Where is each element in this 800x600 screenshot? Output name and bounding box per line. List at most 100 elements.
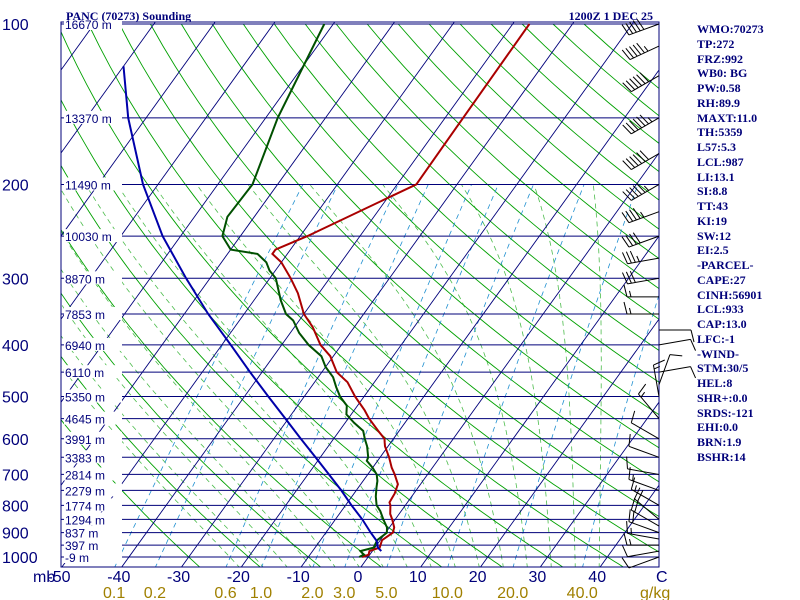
height-label-bg — [64, 110, 122, 124]
index-row: SRDS:-121 — [697, 405, 754, 420]
wind-barb — [658, 338, 697, 351]
mixing-ratio-line — [344, 184, 499, 567]
height-label-bg — [64, 365, 122, 379]
temperature-tick-label: 0 — [354, 569, 363, 586]
isotherm-line — [420, 235, 659, 567]
dry-adiabat-line — [61, 30, 564, 567]
isotherm-line — [61, 22, 216, 237]
dry-adiabat-line — [366, 23, 659, 290]
height-label: 11490 m — [65, 178, 111, 192]
height-label-bg — [64, 512, 122, 526]
wind-barb — [623, 284, 659, 298]
wind-barb — [658, 354, 683, 385]
wind-barb — [623, 533, 659, 546]
moist-adiabat-line — [382, 184, 528, 567]
wind-barb — [621, 42, 660, 61]
moist-adiabat-line — [461, 184, 552, 567]
height-label: 3991 m — [65, 433, 105, 447]
isotherm-line — [61, 22, 156, 154]
moist-adiabat-line — [61, 303, 288, 567]
chart-datetime: 1200Z 1 DEC 25 — [569, 9, 653, 23]
mixing-ratio-line — [386, 184, 534, 567]
isotherm-line — [479, 318, 659, 567]
index-row: WMO:70273 — [697, 22, 764, 36]
pressure-axis-unit: mb — [33, 569, 55, 586]
index-row: TT:43 — [697, 199, 729, 213]
height-label-bg — [64, 483, 122, 497]
height-label: 6110 m — [65, 366, 104, 380]
index-row: LCL:987 — [697, 154, 744, 169]
indices-panel: WMO:70273 TP:272 FRZ:992 WB0: BG PW:0.58 RH:8… — [697, 22, 800, 465]
wind-barb — [622, 150, 660, 170]
wind-barbs — [621, 18, 697, 569]
dry-adiabat-line — [273, 23, 659, 383]
wind-barb — [658, 366, 697, 379]
height-label: -9 m — [65, 551, 89, 565]
index-row: TP:272 — [697, 36, 735, 51]
wind-barb — [622, 183, 660, 201]
dry-adiabat-line — [304, 23, 659, 351]
height-label-bg — [64, 538, 122, 552]
mixing-ratio-line — [261, 184, 429, 567]
index-row: WB0: BG — [697, 66, 748, 81]
pressure-tick-label: 700 — [2, 467, 29, 484]
height-label-bg — [64, 229, 122, 243]
pressure-tick-label: 200 — [2, 177, 29, 194]
isotherm-line — [180, 22, 575, 567]
wind-barb — [628, 433, 660, 458]
index-row: SW:12 — [697, 228, 732, 243]
mixing-ratio-tick-label: 0.2 — [144, 585, 166, 600]
height-label: 8870 m — [65, 272, 105, 286]
moist-adiabat-line — [592, 184, 602, 567]
mixing-ratio-tick-label: 1.0 — [250, 585, 272, 600]
wind-barb — [659, 329, 695, 343]
isotherm-line — [240, 22, 635, 567]
dry-adiabat-line — [335, 23, 659, 320]
isotherm-line — [61, 22, 396, 487]
height-label-bg — [64, 389, 122, 403]
dry-adiabat-line — [242, 23, 659, 416]
index-row: LCL:933 — [697, 302, 744, 317]
moist-adiabat-line — [533, 184, 576, 567]
mixing-ratio-tick-label: 20.0 — [497, 585, 528, 600]
temperature-tick-label: -50 — [47, 569, 70, 586]
wind-barb — [638, 383, 660, 419]
mixing-ratio-tick-label: 10.0 — [432, 585, 463, 600]
height-label-bg — [64, 525, 122, 539]
height-label-bg — [64, 337, 122, 351]
temperature-tick-label: -10 — [287, 569, 310, 586]
wind-barb — [630, 477, 660, 506]
height-label: 2279 m — [65, 484, 105, 498]
index-row: L57:5.3 — [697, 140, 736, 154]
wind-barb — [630, 498, 660, 527]
wind-barb — [626, 521, 660, 540]
wind-barb — [628, 509, 660, 534]
height-label-bg — [64, 271, 122, 285]
wind-barb — [621, 556, 660, 569]
height-label-bg — [64, 498, 122, 512]
moist-adiabat-line — [85, 184, 384, 567]
pressure-tick-label: 100 — [2, 17, 29, 34]
moist-adiabat-line — [61, 365, 240, 567]
mixing-ratio-tick-label: 40.0 — [567, 585, 598, 600]
index-row: LFC:-1 — [697, 331, 735, 346]
index-row: BSHR:14 — [697, 449, 746, 464]
pressure-tick-label: 800 — [2, 498, 29, 515]
moist-adiabat-line — [196, 184, 456, 567]
dry-adiabat-line — [87, 23, 625, 567]
dry-adiabat-line — [119, 23, 659, 553]
mixing-ratio-line — [312, 184, 472, 567]
sounding-profiles — [122, 23, 531, 558]
mixing-ratio-line — [114, 184, 304, 567]
height-label-bg — [64, 17, 122, 30]
height-label-bg — [64, 450, 122, 464]
isotherm-line — [61, 22, 455, 567]
index-row: CAPE:27 — [697, 272, 746, 287]
height-label-bg — [64, 467, 122, 481]
wind-barb — [626, 456, 660, 475]
height-label-bg — [64, 550, 122, 563]
index-row: STM:30/5 — [697, 361, 749, 376]
index-row: MAXT:11.0 — [697, 110, 758, 125]
index-row: CINH:56901 — [697, 287, 763, 302]
